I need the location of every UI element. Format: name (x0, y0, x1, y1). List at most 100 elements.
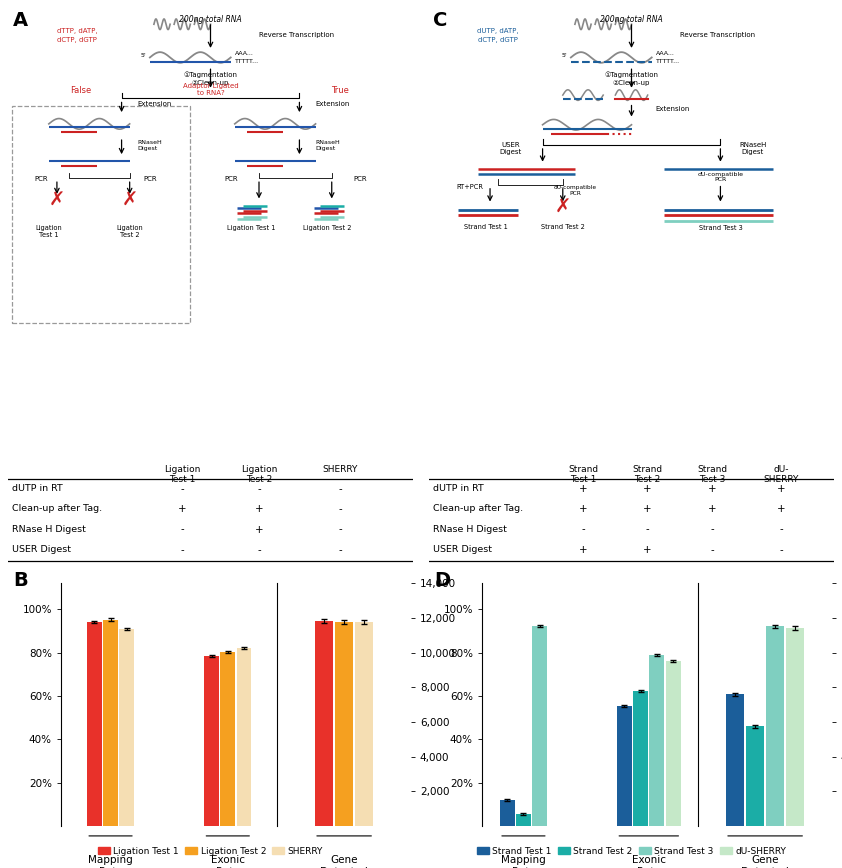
Bar (766, 627, 785, 826)
Text: RNaseH: RNaseH (739, 141, 766, 148)
Text: Strand
Test 1: Strand Test 1 (568, 464, 598, 484)
Text: Extension: Extension (138, 102, 172, 107)
Text: Strand Test 3: Strand Test 3 (699, 225, 743, 231)
Bar (13, 106, 190, 323)
Text: Exonic
Rate: Exonic Rate (210, 855, 245, 868)
Text: Reverse Transcription: Reverse Transcription (680, 32, 755, 38)
Text: +: + (578, 504, 588, 514)
Text: False: False (71, 86, 92, 95)
Text: Ligation: Ligation (116, 225, 143, 231)
Bar (355, 622, 373, 826)
Text: ✗: ✗ (49, 191, 65, 210)
Text: B: B (13, 571, 28, 590)
Text: dCTP, dGTP: dCTP, dGTP (57, 37, 97, 43)
Text: dUTP, dATP,: dUTP, dATP, (477, 28, 519, 34)
Bar (746, 727, 765, 826)
Text: Gene
Detected: Gene Detected (741, 855, 789, 868)
Text: Gene
Detected: Gene Detected (320, 855, 368, 868)
Text: Test 2: Test 2 (120, 232, 140, 238)
Text: Clean-up after Tag.: Clean-up after Tag. (13, 504, 103, 513)
Text: RNaseH: RNaseH (316, 140, 340, 145)
Text: PCR: PCR (224, 176, 237, 182)
Text: 200ng total RNA: 200ng total RNA (179, 16, 242, 24)
Text: Ligation
Test 1: Ligation Test 1 (164, 464, 200, 484)
Text: +: + (643, 504, 652, 514)
Text: Digest: Digest (499, 148, 521, 155)
Bar (315, 621, 333, 826)
Bar (204, 655, 219, 826)
Text: dU-compatible: dU-compatible (553, 186, 596, 190)
Bar (87, 621, 102, 826)
Text: Reverse Transcription: Reverse Transcription (259, 32, 334, 38)
Text: dCTP, dGTP: dCTP, dGTP (478, 37, 518, 43)
Text: dU-
SHERRY: dU- SHERRY (764, 464, 799, 484)
Text: Mapping
Rate: Mapping Rate (501, 855, 546, 868)
Bar (633, 691, 648, 826)
Text: SHERRY: SHERRY (322, 464, 358, 474)
Text: Ligation: Ligation (35, 225, 62, 231)
Text: TTTTT...: TTTTT... (235, 59, 258, 64)
Text: +: + (708, 484, 717, 494)
Text: Ligation Test 2: Ligation Test 2 (303, 225, 352, 231)
Bar (726, 694, 744, 826)
Text: -: - (180, 545, 184, 555)
Text: PCR: PCR (714, 177, 727, 182)
Text: C: C (434, 11, 448, 30)
Text: -: - (711, 524, 714, 535)
Text: -: - (338, 484, 342, 494)
Bar (617, 706, 632, 826)
Bar (120, 629, 134, 826)
Bar (786, 628, 804, 826)
Text: AAA...: AAA... (235, 51, 253, 56)
Text: -: - (257, 545, 261, 555)
Bar (500, 800, 514, 826)
Legend: Ligation Test 1, Ligation Test 2, SHERRY: Ligation Test 1, Ligation Test 2, SHERRY (94, 843, 327, 859)
Text: RT+PCR: RT+PCR (456, 184, 483, 190)
Text: PCR: PCR (143, 176, 157, 182)
Text: 5': 5' (140, 53, 146, 57)
Bar (221, 652, 235, 826)
Text: dU-compatible: dU-compatible (697, 172, 743, 177)
Bar (516, 814, 531, 826)
Text: D: D (434, 571, 450, 590)
Text: USER: USER (501, 141, 520, 148)
Text: Exonic
Rate: Exonic Rate (632, 855, 666, 868)
Text: Clean-up after Tag.: Clean-up after Tag. (434, 504, 524, 513)
Text: -: - (180, 524, 184, 535)
Text: ①Tagmentation: ①Tagmentation (184, 72, 237, 78)
Text: Test 1: Test 1 (39, 232, 59, 238)
Legend: Strand Test 1, Strand Test 2, Strand Test 3, dU-SHERRY: Strand Test 1, Strand Test 2, Strand Tes… (473, 843, 790, 859)
Text: ✗: ✗ (555, 197, 571, 216)
Text: -: - (338, 504, 342, 514)
Text: +: + (254, 504, 264, 514)
Text: dTTP, dATP,: dTTP, dATP, (56, 28, 98, 34)
Text: +: + (776, 484, 786, 494)
Text: ②Clean-up: ②Clean-up (613, 80, 650, 86)
Text: -: - (338, 524, 342, 535)
Text: -: - (257, 484, 261, 494)
Text: RNase H Digest: RNase H Digest (434, 524, 508, 534)
Bar (335, 621, 354, 826)
Text: Digest: Digest (316, 147, 336, 151)
Text: Mapping
Rate: Mapping Rate (88, 855, 133, 868)
Text: Ligation Test 1: Ligation Test 1 (226, 225, 275, 231)
Text: +: + (776, 504, 786, 514)
Text: Ligation
Test 2: Ligation Test 2 (241, 464, 277, 484)
Bar (532, 626, 547, 826)
Text: 5': 5' (561, 53, 567, 57)
Text: +: + (578, 484, 588, 494)
Text: +: + (178, 504, 187, 514)
Bar (666, 661, 680, 826)
Text: RNase H Digest: RNase H Digest (13, 524, 87, 534)
Text: RNaseH: RNaseH (138, 140, 163, 145)
Text: ✗: ✗ (121, 191, 138, 210)
Text: dUTP in RT: dUTP in RT (434, 484, 484, 493)
Text: Digest: Digest (138, 147, 158, 151)
Text: Strand
Test 3: Strand Test 3 (697, 464, 727, 484)
Bar (103, 620, 118, 826)
Text: -: - (581, 524, 585, 535)
Text: -: - (646, 524, 649, 535)
Text: AAA...: AAA... (656, 51, 674, 56)
Text: +: + (643, 545, 652, 555)
Bar (649, 654, 664, 826)
